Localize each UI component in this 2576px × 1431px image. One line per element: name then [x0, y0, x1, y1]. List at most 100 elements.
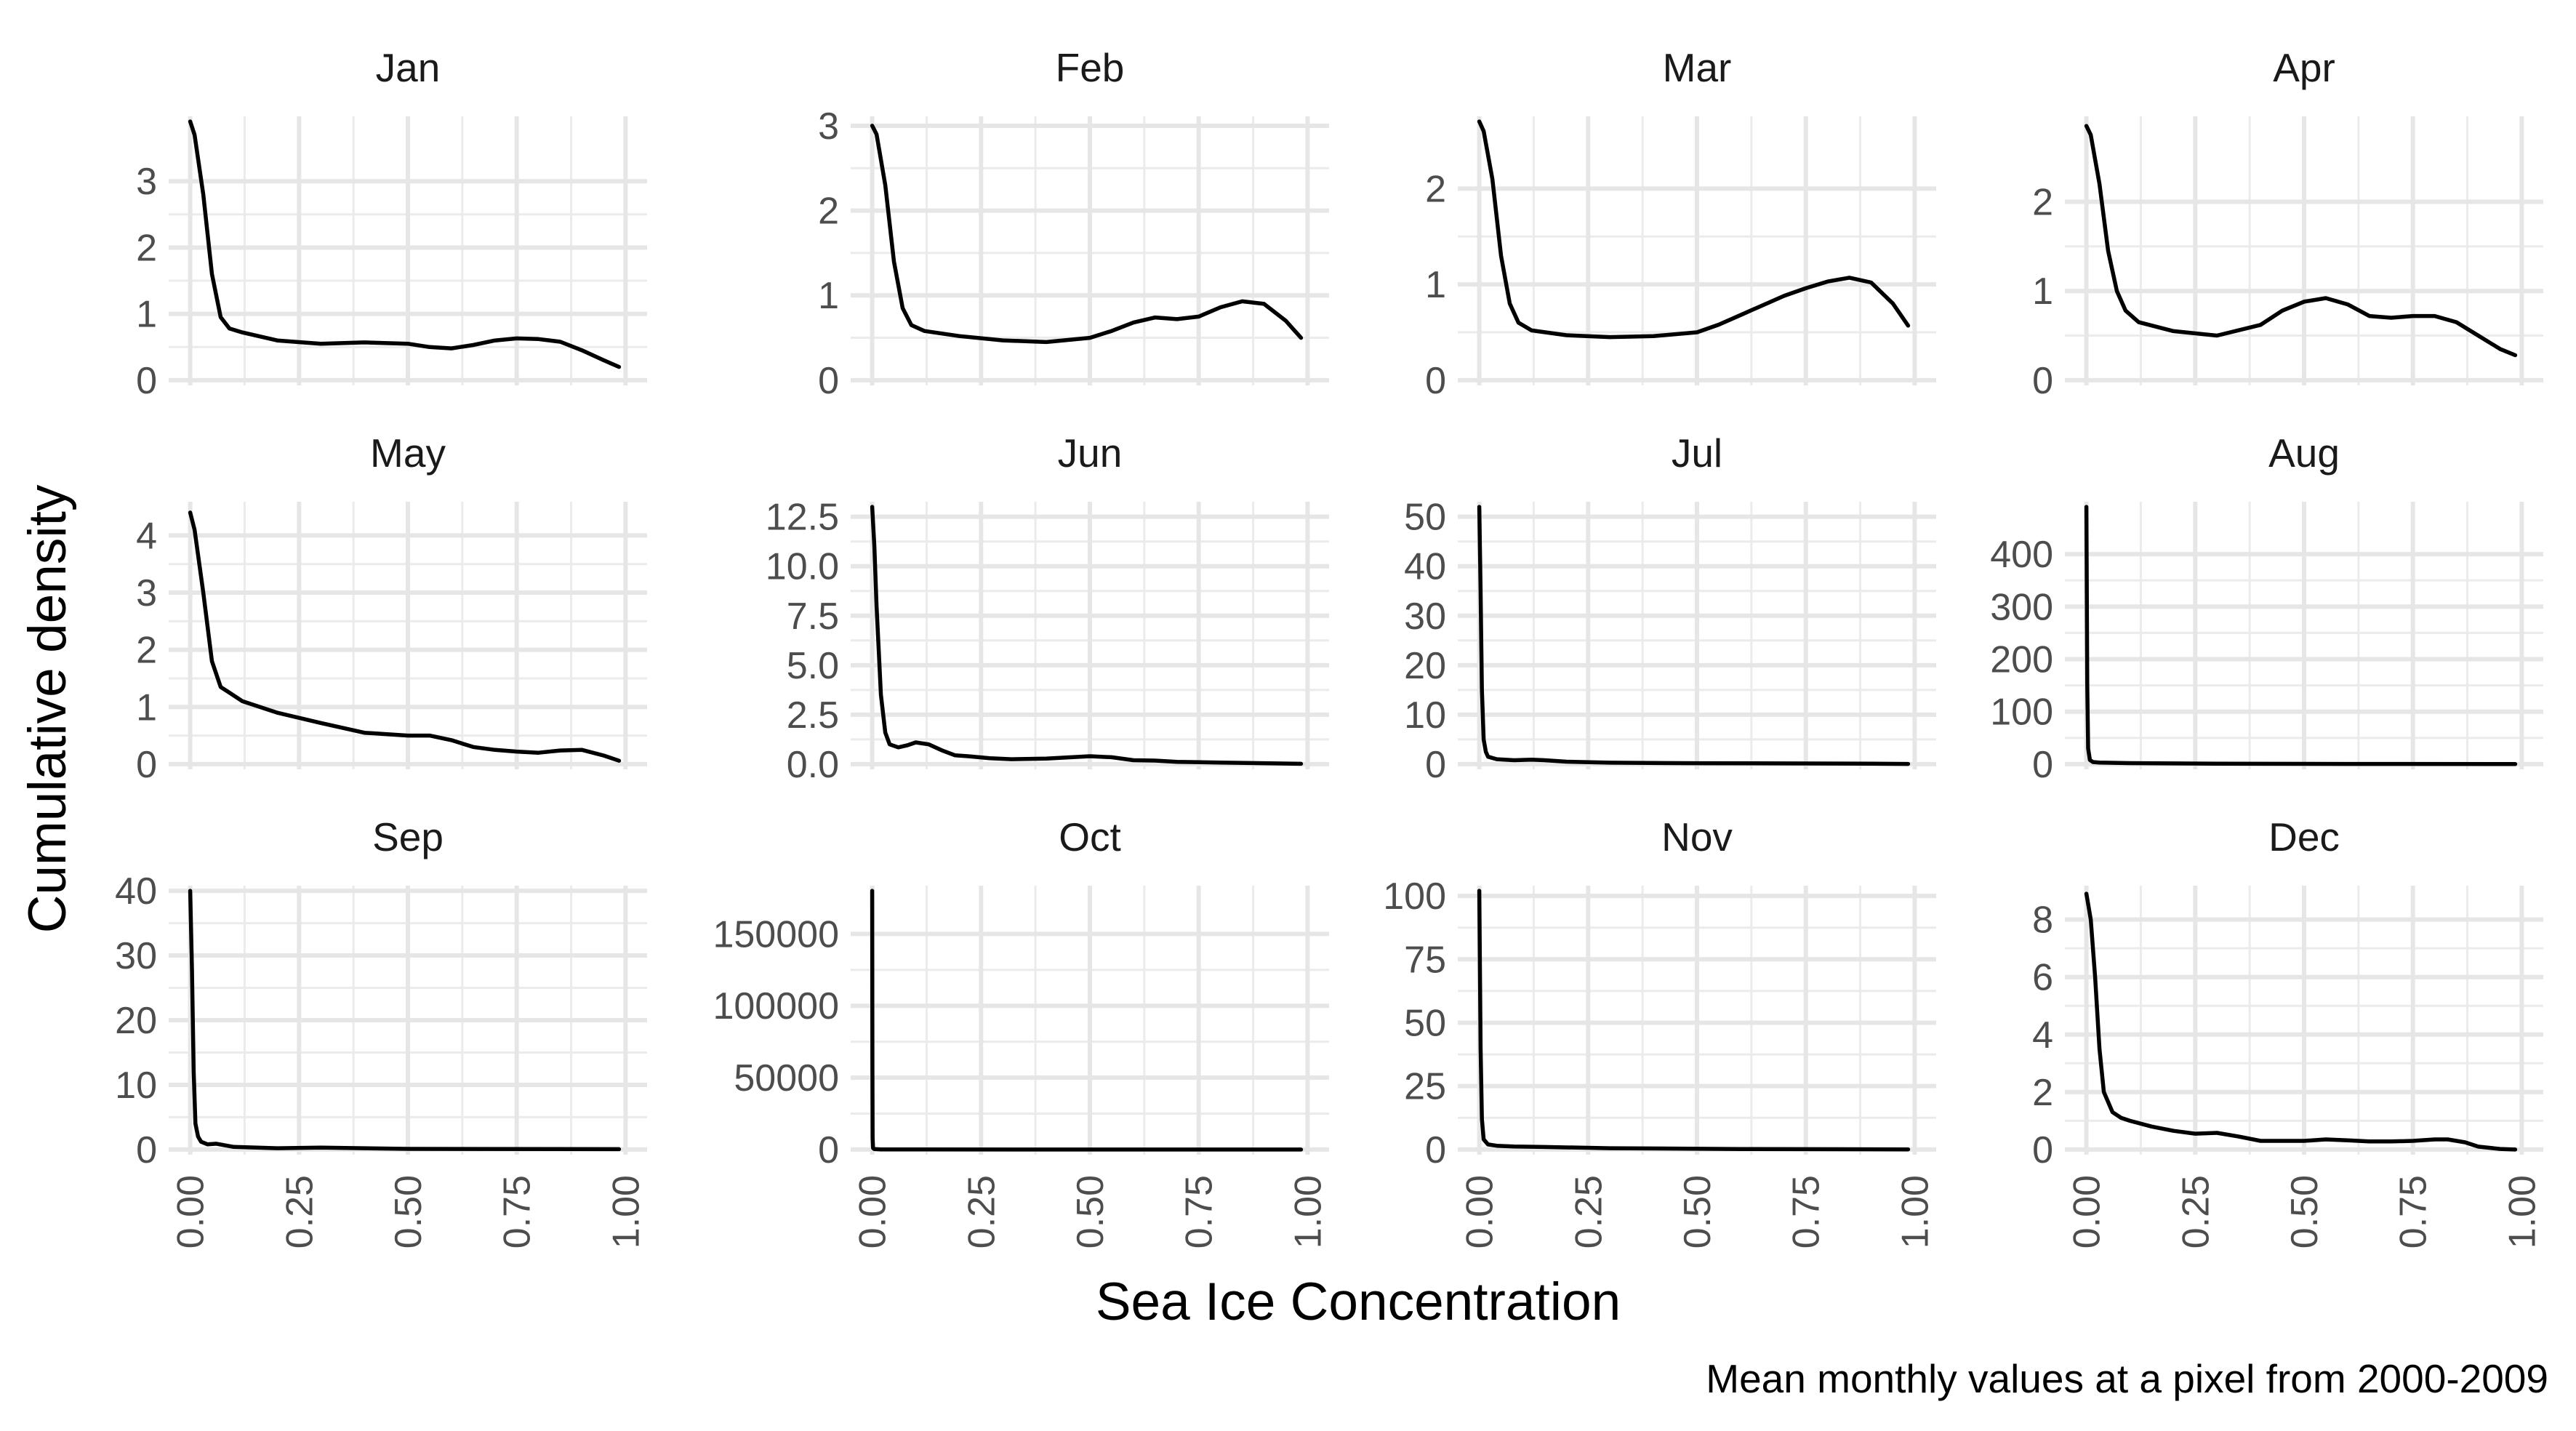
y-tick-label: 7.5 [787, 596, 839, 638]
facet-strip-label: Jun [1058, 430, 1123, 476]
facet-strip-label: Dec [2268, 814, 2340, 859]
density-line-sep [188, 889, 622, 1152]
y-tick-label: 4 [136, 515, 157, 557]
panel-may: 0 1 2 3 4 May [136, 430, 647, 786]
y-tick-label: 5.0 [787, 645, 839, 687]
y-axis-title: Cumulative density [18, 484, 77, 933]
density-line-aug [2084, 505, 2518, 766]
panel-jun: 0.0 2.5 5.0 7.5 10.0 12.5 Jun [766, 430, 1329, 786]
y-tick-label: 1 [818, 275, 839, 317]
facet-strip-label: Oct [1059, 814, 1121, 859]
y-tick-label: 100000 [713, 985, 839, 1027]
x-tick-label: 0.00 [170, 1175, 212, 1248]
y-tick-label: 10 [115, 1065, 157, 1107]
y-tick-label: 10 [1404, 694, 1446, 737]
panel-aug: 0 100 200 300 400 Aug [1990, 430, 2543, 786]
facet-strip-label: May [370, 430, 446, 476]
y-tick-label: 50 [1404, 497, 1446, 539]
x-tick-label: 1.00 [605, 1175, 647, 1248]
x-tick-label: 1.00 [1287, 1175, 1329, 1248]
y-tick-label: 0 [136, 360, 157, 402]
x-tick-label: 0.50 [1070, 1175, 1112, 1248]
x-tick-label: 0.75 [1179, 1175, 1221, 1248]
panel-sep: 0 10 20 30 40 Sep 0.00 0.25 0.50 0.75 1.00 [115, 814, 647, 1248]
y-tick-label: 2 [2032, 1072, 2053, 1114]
x-tick-label: 0.00 [2066, 1175, 2108, 1248]
y-tick-label: 3 [136, 161, 157, 203]
y-tick-label: 75 [1404, 939, 1446, 981]
panel-feb: 0 1 2 3 Feb [818, 45, 1329, 402]
facet-strip-label: Nov [1661, 814, 1733, 859]
y-tick-label: 2 [2032, 182, 2053, 224]
y-tick-label: 100 [1383, 875, 1446, 918]
facet-strip-label: Jul [1672, 430, 1722, 476]
panel-apr: 0 1 2 Apr [2032, 45, 2543, 402]
y-tick-label: 2 [818, 191, 839, 233]
x-tick-label: 1.00 [2501, 1175, 2543, 1248]
density-line-jun [870, 505, 1304, 766]
y-tick-label: 40 [115, 870, 157, 913]
y-tick-label: 3 [818, 105, 839, 148]
y-tick-label: 30 [1404, 596, 1446, 638]
density-line-oct [870, 889, 1304, 1152]
y-tick-label: 50000 [734, 1057, 839, 1099]
x-tick-label: 0.25 [960, 1175, 1003, 1248]
x-axis-title: Sea Ice Concentration [1096, 1272, 1621, 1331]
x-tick-label: 0.75 [2393, 1175, 2435, 1248]
y-tick-label: 0 [2032, 360, 2053, 402]
y-tick-label: 6 [2032, 957, 2053, 999]
y-tick-label: 0 [1425, 360, 1446, 402]
y-tick-label: 12.5 [766, 497, 839, 539]
panel-jul: 0 10 20 30 40 50 Jul [1404, 430, 1936, 786]
y-tick-label: 40 [1404, 546, 1446, 588]
facet-strip-label: Jan [376, 45, 441, 90]
panel-dec: 0 2 4 6 8 Dec 0.00 0.25 0.50 0.75 1.00 [2032, 814, 2543, 1248]
y-tick-label: 2 [136, 227, 157, 269]
x-tick-label: 0.00 [1459, 1175, 1501, 1248]
y-tick-label: 0 [136, 1129, 157, 1171]
facet-strip-label: Sep [372, 814, 444, 859]
facet-strip-label: Aug [2268, 430, 2340, 476]
y-tick-label: 2.5 [787, 694, 839, 737]
facet-strip-label: Mar [1663, 45, 1732, 90]
x-tick-label: 0.75 [1786, 1175, 1828, 1248]
facet-strip-label: Apr [2273, 45, 2335, 90]
x-tick-label: 0.50 [1677, 1175, 1719, 1248]
facet-strip-label: Feb [1056, 45, 1125, 90]
x-tick-label: 0.50 [2284, 1175, 2326, 1248]
density-line-jan [188, 119, 622, 369]
x-tick-label: 0.25 [1568, 1175, 1610, 1248]
y-tick-label: 1 [136, 686, 157, 729]
density-line-apr [2084, 124, 2518, 358]
y-tick-label: 0 [1425, 1129, 1446, 1171]
y-tick-label: 4 [2032, 1014, 2053, 1057]
x-tick-label: 0.25 [278, 1175, 321, 1248]
x-tick-label: 0.50 [388, 1175, 430, 1248]
y-tick-label: 25 [1404, 1066, 1446, 1108]
y-tick-label: 1 [1425, 264, 1446, 306]
density-line-dec [2084, 891, 2518, 1152]
y-tick-label: 50 [1404, 1002, 1446, 1044]
density-line-jul [1477, 505, 1911, 766]
y-tick-label: 2 [136, 630, 157, 672]
panel-mar: 0 1 2 Mar [1425, 45, 1936, 402]
y-tick-label: 0 [2032, 744, 2053, 786]
y-tick-label: 200 [1990, 638, 2053, 681]
density-line-nov [1477, 889, 1911, 1152]
y-tick-label: 0 [2032, 1129, 2053, 1171]
x-tick-label: 0.00 [852, 1175, 894, 1248]
density-line-may [188, 510, 622, 763]
y-tick-label: 10.0 [766, 546, 839, 588]
x-tick-label: 0.25 [2175, 1175, 2217, 1248]
y-tick-label: 150000 [713, 913, 839, 955]
y-tick-label: 20 [115, 1000, 157, 1042]
y-tick-label: 2 [1425, 168, 1446, 210]
x-tick-label: 1.00 [1894, 1175, 1936, 1248]
y-tick-label: 0 [818, 1129, 839, 1171]
y-tick-label: 400 [1990, 534, 2053, 576]
panel-jan: 0 1 2 3 Jan [136, 45, 647, 402]
panel-oct: 0 50000 100000 150000 Oct 0.00 0.25 0.50 0.75 1.0… [713, 814, 1329, 1248]
y-tick-label: 1 [2032, 270, 2053, 313]
y-tick-label: 3 [136, 572, 157, 614]
